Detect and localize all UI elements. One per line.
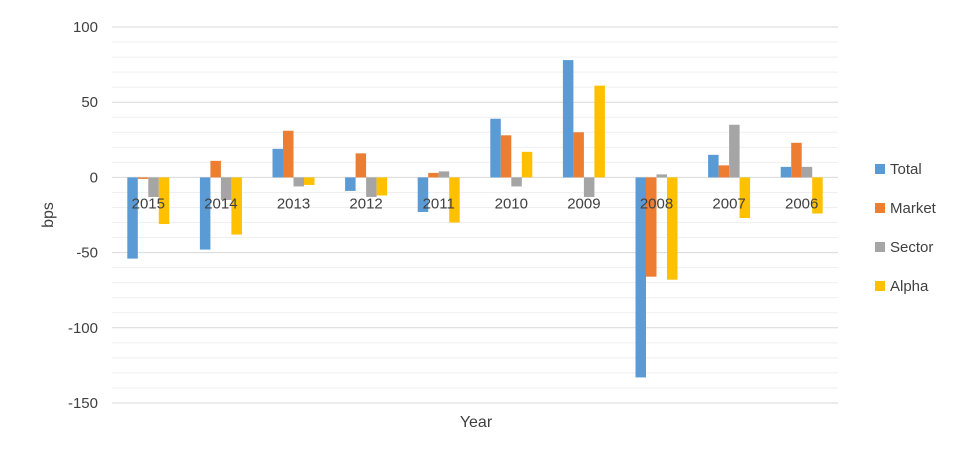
bar-alpha-2012 [376,177,388,196]
legend-label-alpha: Alpha [890,278,929,295]
bar-alpha-2009 [594,85,605,178]
bar-market-2010 [500,135,512,178]
bar-market-2015 [137,177,149,179]
legend: Total Market Sector Alpha [875,161,937,295]
bar-total-2006 [780,166,792,178]
bar-market-2014 [210,160,221,178]
bar-alpha-2013 [304,177,315,185]
legend-swatch-alpha [875,281,885,291]
x-category-label: 2008 [640,195,673,212]
bar-total-2007 [708,154,719,178]
x-category-label: 2007 [712,195,745,212]
bar-total-2010 [490,118,501,178]
bar-total-2011 [417,177,429,212]
x-category-label: 2015 [132,195,165,212]
gridlines [112,26,838,404]
legend-swatch-sector [875,242,885,252]
bar-market-2013 [283,130,294,178]
legend-label-total: Total [890,161,922,178]
bar-total-2014 [199,177,211,250]
bar-sector-2008 [656,174,667,178]
bar-alpha-2014 [231,177,242,235]
bar-total-2015 [127,177,138,259]
bar-alpha-2006 [812,177,823,214]
y-tick-label: -100 [68,320,98,337]
legend-label-sector: Sector [890,239,933,256]
bar-sector-2007 [729,124,740,178]
legend-label-market: Market [890,200,937,217]
y-tick-label: 100 [73,19,98,36]
bar-market-2008 [646,177,657,277]
bar-sector-2013 [293,177,304,187]
bar-sector-2010 [511,177,522,187]
category-labels: 2015 2014 2013 2012 2011 2010 2009 2008 2007 2006 [132,195,819,212]
bar-alpha-2010 [521,151,533,178]
y-tick-label: 0 [90,169,98,186]
bars [127,60,823,378]
bar-total-2013 [272,148,283,178]
y-tick-label: -50 [76,245,98,262]
legend-swatch-market [875,203,885,213]
bar-sector-2012 [366,177,377,197]
bar-market-2012 [355,153,367,178]
x-category-label: 2010 [495,195,528,212]
y-tick-labels: 100 50 0 -50 -100 -150 [68,19,98,412]
bar-total-2012 [345,177,356,191]
x-category-label: 2014 [204,195,237,212]
bar-alpha-2011 [449,177,460,223]
bar-alpha-2007 [739,177,751,219]
bar-total-2008 [635,177,646,378]
legend-swatch-total [875,164,885,174]
bar-total-2009 [562,60,574,178]
y-tick-label: -150 [68,395,98,412]
x-category-label: 2006 [785,195,818,212]
bar-alpha-2008 [667,177,678,280]
x-category-label: 2012 [349,195,382,212]
x-axis-title: Year [460,414,493,431]
bar-market-2011 [428,172,439,178]
bar-sector-2014 [220,177,232,200]
y-tick-label: 50 [81,94,98,111]
bar-sector-2009 [583,177,595,197]
bar-market-2006 [791,142,802,178]
x-category-label: 2011 [423,195,455,212]
x-category-label: 2009 [567,195,600,212]
bar-alpha-2015 [158,177,170,225]
bar-sector-2015 [148,177,159,197]
bar-market-2007 [718,165,730,178]
bar-sector-2011 [438,171,450,178]
x-category-label: 2013 [277,195,310,212]
bar-sector-2006 [801,166,813,178]
y-axis-title: bps [40,202,57,228]
bar-market-2009 [573,132,584,178]
